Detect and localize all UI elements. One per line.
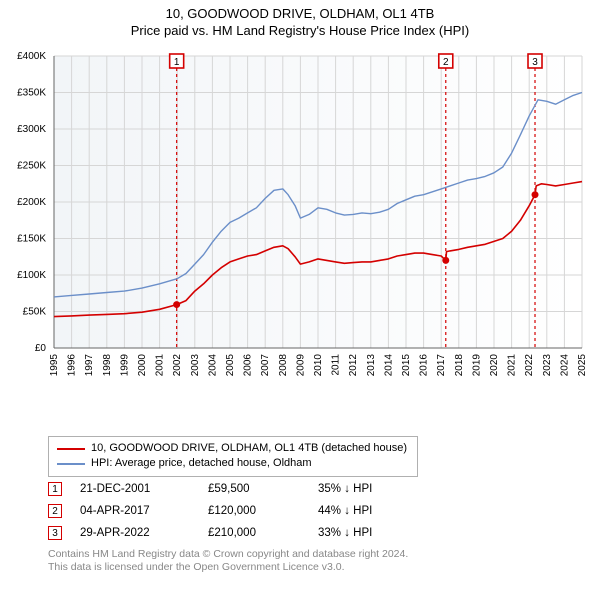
svg-text:1998: 1998 [102, 354, 113, 377]
transaction-date: 04-APR-2017 [80, 505, 208, 517]
legend-row-hpi: HPI: Average price, detached house, Oldh… [57, 456, 409, 471]
svg-text:2024: 2024 [559, 354, 570, 377]
transaction-price: £59,500 [208, 483, 318, 495]
svg-text:2014: 2014 [383, 354, 394, 377]
svg-text:2000: 2000 [137, 354, 148, 377]
chart-legend: 10, GOODWOOD DRIVE, OLDHAM, OL1 4TB (det… [48, 436, 418, 477]
svg-text:1996: 1996 [67, 354, 78, 377]
svg-text:2011: 2011 [331, 354, 342, 376]
svg-text:2013: 2013 [366, 354, 377, 377]
svg-text:2009: 2009 [295, 354, 306, 377]
table-row: 1 21-DEC-2001 £59,500 35% ↓ HPI [48, 478, 548, 500]
svg-text:2002: 2002 [172, 354, 183, 377]
transaction-pct: 35% ↓ HPI [318, 483, 438, 495]
transaction-price: £120,000 [208, 505, 318, 517]
svg-text:£100K: £100K [17, 270, 46, 281]
svg-text:2019: 2019 [471, 354, 482, 377]
price-chart: £0£50K£100K£150K£200K£250K£300K£350K£400… [48, 50, 588, 392]
transaction-pct: 33% ↓ HPI [318, 527, 438, 539]
table-row: 3 29-APR-2022 £210,000 33% ↓ HPI [48, 522, 548, 544]
svg-text:2021: 2021 [507, 354, 518, 377]
chart-title-block: 10, GOODWOOD DRIVE, OLDHAM, OL1 4TB Pric… [0, 0, 600, 40]
svg-text:£350K: £350K [17, 88, 46, 99]
svg-text:2020: 2020 [489, 354, 500, 377]
transaction-pct: 44% ↓ HPI [318, 505, 438, 517]
svg-text:£250K: £250K [17, 161, 46, 172]
svg-text:2003: 2003 [190, 354, 201, 377]
svg-text:2008: 2008 [278, 354, 289, 377]
svg-text:£0: £0 [35, 343, 47, 354]
transaction-marker: 1 [48, 482, 62, 496]
svg-text:1997: 1997 [84, 354, 95, 377]
chart-title: 10, GOODWOOD DRIVE, OLDHAM, OL1 4TB [10, 6, 590, 21]
legend-row-subject: 10, GOODWOOD DRIVE, OLDHAM, OL1 4TB (det… [57, 441, 409, 456]
transaction-date: 21-DEC-2001 [80, 483, 208, 495]
svg-text:£300K: £300K [17, 124, 46, 135]
svg-text:2022: 2022 [524, 354, 535, 377]
svg-text:1995: 1995 [49, 354, 60, 377]
svg-text:2015: 2015 [401, 354, 412, 377]
chart-subtitle: Price paid vs. HM Land Registry's House … [10, 23, 590, 38]
svg-text:2005: 2005 [225, 354, 236, 377]
svg-text:£150K: £150K [17, 234, 46, 245]
transaction-date: 29-APR-2022 [80, 527, 208, 539]
legend-label-subject: 10, GOODWOOD DRIVE, OLDHAM, OL1 4TB (det… [91, 441, 407, 456]
svg-text:3: 3 [532, 57, 538, 68]
svg-text:2025: 2025 [577, 354, 588, 377]
transaction-price: £210,000 [208, 527, 318, 539]
chart-svg: £0£50K£100K£150K£200K£250K£300K£350K£400… [48, 50, 588, 392]
legend-swatch-subject [57, 448, 85, 450]
legend-label-hpi: HPI: Average price, detached house, Oldh… [91, 456, 312, 471]
svg-text:2023: 2023 [542, 354, 553, 377]
svg-text:2012: 2012 [348, 354, 359, 377]
svg-text:1999: 1999 [119, 354, 130, 377]
svg-text:2006: 2006 [243, 354, 254, 377]
svg-text:£200K: £200K [17, 197, 46, 208]
legend-swatch-hpi [57, 463, 85, 465]
transaction-marker: 2 [48, 504, 62, 518]
svg-text:2010: 2010 [313, 354, 324, 377]
svg-text:2007: 2007 [260, 354, 271, 377]
svg-text:2016: 2016 [419, 354, 430, 377]
transactions-table: 1 21-DEC-2001 £59,500 35% ↓ HPI 2 04-APR… [48, 478, 548, 544]
svg-text:£400K: £400K [17, 51, 46, 62]
license-line2: This data is licensed under the Open Gov… [48, 561, 408, 574]
svg-text:2018: 2018 [454, 354, 465, 377]
svg-text:2: 2 [443, 57, 449, 68]
svg-text:£50K: £50K [23, 307, 47, 318]
license-text: Contains HM Land Registry data © Crown c… [48, 548, 408, 574]
svg-text:1: 1 [174, 57, 180, 68]
svg-text:2001: 2001 [155, 354, 166, 377]
transaction-marker: 3 [48, 526, 62, 540]
table-row: 2 04-APR-2017 £120,000 44% ↓ HPI [48, 500, 548, 522]
svg-text:2017: 2017 [436, 354, 447, 377]
license-line1: Contains HM Land Registry data © Crown c… [48, 548, 408, 561]
svg-text:2004: 2004 [207, 354, 218, 377]
